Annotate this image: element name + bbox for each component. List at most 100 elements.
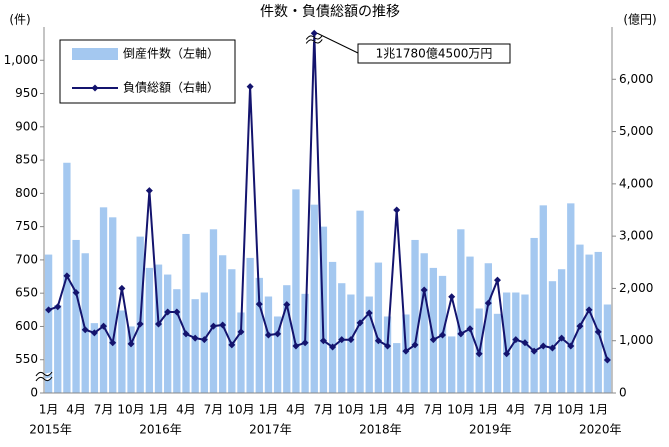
bar	[374, 262, 383, 393]
bar	[585, 254, 593, 393]
line-marker	[118, 284, 126, 292]
bar	[173, 289, 181, 393]
x-tick-label: 1月	[259, 403, 279, 417]
bar	[411, 239, 419, 393]
line-marker	[411, 341, 419, 349]
bar	[72, 239, 80, 393]
bar	[264, 296, 273, 393]
bar	[90, 323, 99, 393]
axis-break	[35, 371, 53, 382]
bar	[237, 312, 245, 393]
line-marker	[384, 342, 392, 350]
line-marker	[90, 329, 98, 337]
bar	[576, 244, 584, 393]
line-marker	[109, 339, 117, 347]
x-year-label: 2018年	[359, 423, 402, 437]
y2-tick-label: 0	[619, 386, 627, 400]
line-marker	[493, 276, 501, 284]
bar	[539, 205, 547, 393]
bar	[365, 296, 373, 393]
x-tick-label: 1月	[479, 403, 499, 417]
bar	[164, 274, 172, 393]
line-marker	[191, 334, 199, 342]
y2-tick-label: 4,000	[619, 176, 653, 190]
y2-tick-label: 6,000	[619, 72, 653, 86]
line-marker	[45, 306, 53, 314]
bar	[530, 237, 538, 393]
line-marker	[475, 350, 483, 358]
annotation-leader	[317, 32, 359, 54]
bar	[557, 269, 566, 393]
line-marker	[292, 342, 300, 350]
x-year-label: 2015年	[29, 423, 72, 437]
x-tick-label: 4月	[396, 403, 416, 417]
line-marker	[539, 342, 547, 350]
legend-label: 倒産件数（左軸）	[123, 46, 219, 61]
bar	[356, 210, 364, 393]
line-marker	[329, 343, 337, 351]
line-marker	[283, 301, 291, 309]
x-year-label: 2019年	[469, 423, 512, 437]
bar	[81, 253, 89, 393]
line-marker	[173, 308, 181, 316]
line-marker	[182, 330, 190, 338]
bar	[448, 336, 456, 393]
x-year-label: 2016年	[139, 423, 182, 437]
y-tick-label: 950	[15, 86, 38, 100]
bar	[502, 292, 511, 393]
bar	[127, 326, 135, 393]
line-marker	[228, 341, 236, 349]
x-tick-label: 10月	[447, 403, 474, 417]
line-marker	[200, 336, 208, 344]
line-marker	[439, 331, 447, 339]
y-tick-label: 900	[15, 119, 38, 133]
bar	[118, 310, 126, 393]
x-tick-label: 7月	[94, 403, 114, 417]
line-marker	[136, 320, 144, 328]
line-marker	[503, 350, 511, 358]
line-marker	[448, 293, 456, 301]
annotation-box	[357, 43, 511, 64]
line	[48, 33, 609, 361]
bar	[466, 256, 474, 393]
x-tick-label: 1月	[588, 403, 608, 417]
y-tick-label: 550	[15, 352, 38, 366]
line-marker	[255, 300, 263, 308]
line-marker	[237, 328, 245, 336]
y2-tick-label: 5,000	[619, 124, 653, 138]
x-year-label: 2020年	[579, 423, 622, 437]
x-tick-label: 1月	[149, 403, 169, 417]
line-marker	[420, 286, 428, 294]
line-marker	[393, 206, 401, 214]
bar	[457, 229, 465, 393]
line-marker	[246, 83, 254, 91]
legend-swatch-marker	[91, 84, 99, 92]
bar	[429, 267, 438, 393]
y2-tick-label: 2,000	[619, 281, 653, 295]
line-marker	[548, 344, 556, 352]
bar	[283, 285, 291, 393]
x-tick-label: 1月	[369, 403, 389, 417]
bar	[109, 217, 117, 393]
bar	[548, 281, 557, 393]
chart-title: 件数・負債総額の推移	[260, 4, 400, 20]
line-marker	[209, 322, 217, 330]
bar	[393, 343, 401, 393]
line-marker	[54, 303, 62, 311]
line-marker	[100, 322, 108, 330]
bar	[145, 267, 154, 393]
bar	[310, 204, 318, 393]
line-marker	[145, 187, 153, 195]
line-marker	[594, 328, 602, 336]
bar	[255, 277, 263, 393]
x-tick-label: 7月	[424, 403, 444, 417]
line-marker	[155, 320, 163, 328]
bar	[44, 254, 53, 393]
y-tick-label: 800	[15, 186, 38, 200]
bar	[99, 207, 108, 393]
x-year-label: 2017年	[249, 423, 292, 437]
line-marker	[72, 289, 80, 297]
bar	[603, 304, 612, 393]
bar	[54, 305, 62, 393]
